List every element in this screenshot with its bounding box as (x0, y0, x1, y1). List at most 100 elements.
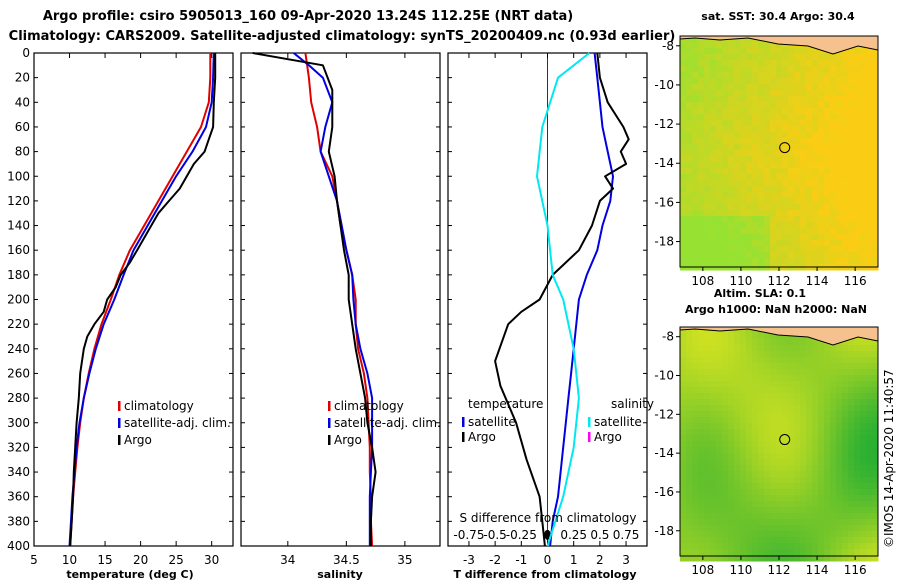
map-cell (746, 387, 753, 394)
map-cell (710, 72, 717, 79)
map-cell (860, 399, 867, 406)
map-cell (716, 186, 723, 193)
map-cell (710, 537, 717, 544)
map-cell (860, 555, 867, 562)
map-cell (710, 258, 717, 265)
map-cell (698, 60, 705, 67)
x-tick-label: 20 (133, 553, 148, 567)
x-tick-label: 25 (169, 553, 184, 567)
map-cell (872, 363, 879, 370)
title-line-2: Climatology: CARS2009. Satellite-adjuste… (9, 29, 676, 44)
map-cell (764, 555, 771, 562)
map-cell (794, 138, 801, 145)
map-cell (752, 525, 759, 532)
map-cell (716, 150, 723, 157)
map-cell (854, 240, 861, 247)
map-cell (782, 120, 789, 127)
series-line-salinity-satellite (536, 52, 591, 547)
map-cell (746, 156, 753, 163)
s-tick-label: 0.25 (560, 528, 587, 542)
map-cell (752, 423, 759, 430)
map-cell (752, 234, 759, 241)
map-cell (764, 465, 771, 472)
map-cell (722, 471, 729, 478)
map-cell (836, 186, 843, 193)
map-cell (692, 531, 699, 538)
map-cell (806, 501, 813, 508)
map-cell (752, 417, 759, 424)
map-cell (764, 234, 771, 241)
map-cell (866, 399, 873, 406)
map-cell (836, 72, 843, 79)
map-cell (812, 222, 819, 229)
map-cell (842, 345, 849, 352)
map-cell (740, 216, 747, 223)
map-cell (872, 477, 879, 484)
map-cell (728, 96, 735, 103)
x-tick-label: 30 (204, 553, 219, 567)
map-cell (866, 222, 873, 229)
map-cell (752, 477, 759, 484)
map-cell (686, 489, 693, 496)
map-cell (872, 495, 879, 502)
map-cell (794, 174, 801, 181)
map-cell (716, 447, 723, 454)
map-cell (806, 186, 813, 193)
map-cell (818, 495, 825, 502)
map-cell (872, 234, 879, 241)
map-cell (746, 198, 753, 205)
map-cell (698, 150, 705, 157)
map-cell (794, 162, 801, 169)
legend-label: Argo (594, 430, 622, 444)
map-cell (872, 519, 879, 526)
legend-title-temperature: temperature (468, 397, 543, 411)
map-cell (686, 150, 693, 157)
map-cell (848, 120, 855, 127)
map-cell (716, 471, 723, 478)
map-cell (698, 459, 705, 466)
map-cell (710, 168, 717, 175)
map-cell (716, 240, 723, 247)
map-cell (824, 459, 831, 466)
map-cell (752, 339, 759, 346)
map-cell (842, 216, 849, 223)
map-cell (800, 513, 807, 520)
map-cell (812, 531, 819, 538)
map-cell (830, 252, 837, 259)
map-cell (854, 543, 861, 550)
map-cell (710, 345, 717, 352)
map-cell (692, 465, 699, 472)
map-cell (854, 495, 861, 502)
map-cell (764, 156, 771, 163)
map-cell (734, 435, 741, 442)
map-cell (704, 162, 711, 169)
map-cell (734, 102, 741, 109)
map-cell (872, 210, 879, 217)
map-cell (716, 393, 723, 400)
map-cell (776, 126, 783, 133)
map-cell (698, 441, 705, 448)
map-cell (848, 162, 855, 169)
map-cell (698, 465, 705, 472)
map-cell (842, 369, 849, 376)
map-cell (698, 429, 705, 436)
map-cell (782, 471, 789, 478)
map-cell (782, 333, 789, 340)
map-cell (812, 138, 819, 145)
map-cell (818, 471, 825, 478)
map-cell (722, 108, 729, 115)
map-cell (848, 513, 855, 520)
map-cell (836, 465, 843, 472)
map-cell (692, 399, 699, 406)
map-cell (776, 96, 783, 103)
map-cell (848, 555, 855, 562)
map-cell (860, 180, 867, 187)
map-cell (752, 252, 759, 259)
map-cell (788, 549, 795, 556)
map-cell (680, 531, 687, 538)
map-cell (842, 132, 849, 139)
map-cell (788, 417, 795, 424)
map-cell (758, 198, 765, 205)
map-cell (842, 168, 849, 175)
map-cell (692, 435, 699, 442)
